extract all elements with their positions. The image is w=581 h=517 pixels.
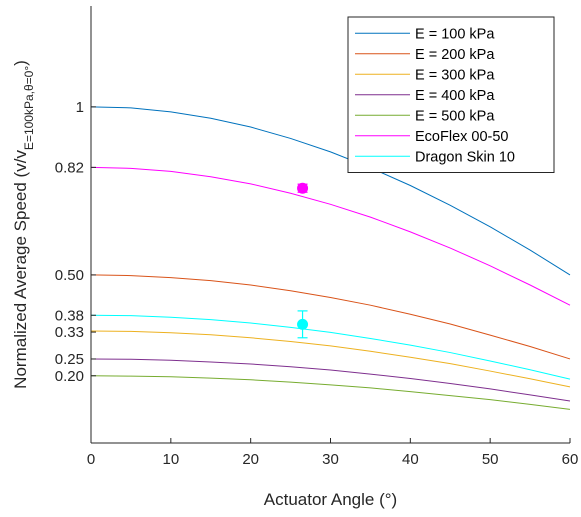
y-tick-label: 0.25 <box>55 351 84 368</box>
legend-item-ecoflex-00-50: EcoFlex 00-50 <box>355 129 509 145</box>
x-tick-label: 0 <box>87 451 95 468</box>
x-tick-label: 30 <box>322 451 339 468</box>
y-axis-label-main: Normalized Average Speed (v/v <box>11 150 30 389</box>
legend: E = 100 kPa E = 200 kPa E = 300 kPa E = 400… <box>347 16 555 173</box>
x-axis-label: Actuator Angle (°) <box>264 490 397 509</box>
legend-item-dragon-skin-10: Dragon Skin 10 <box>355 149 515 165</box>
data-point-marker <box>297 182 309 194</box>
legend-label: E = 200 kPa <box>415 47 495 63</box>
data-points-layer <box>297 182 309 339</box>
series-line-dragon-skin-10 <box>90 314 571 380</box>
x-tick-label: 10 <box>162 451 179 468</box>
legend-label: E = 100 kPa <box>415 26 495 42</box>
legend-items: E = 100 kPa E = 200 kPa E = 300 kPa E = 400… <box>355 26 515 165</box>
series-layer <box>90 106 571 410</box>
series-line-ecoflex-00-50 <box>90 166 571 306</box>
data-point-marker <box>297 318 309 330</box>
legend-label: E = 300 kPa <box>415 67 495 83</box>
x-tick-label: 40 <box>402 451 419 468</box>
y-tick-label: 0.82 <box>55 159 84 176</box>
legend-item-e-500-kpa: E = 500 kPa <box>355 108 495 124</box>
legend-label: EcoFlex 00-50 <box>415 129 509 145</box>
series-line-e-200-kpa <box>90 274 571 360</box>
x-tick-label: 60 <box>562 451 579 468</box>
data-point-ecoflex-00-50 <box>297 182 309 194</box>
y-tick-label: 0.38 <box>55 307 84 324</box>
legend-item-e-200-kpa: E = 200 kPa <box>355 47 495 63</box>
legend-label: Dragon Skin 10 <box>415 149 515 165</box>
x-tick-label: 50 <box>482 451 499 468</box>
legend-item-e-400-kpa: E = 400 kPa <box>355 88 495 104</box>
x-ticks: 0 10 20 30 40 50 60 <box>87 438 579 468</box>
data-point-dragon-skin-10 <box>297 310 309 339</box>
legend-item-e-100-kpa: E = 100 kPa <box>355 26 495 42</box>
legend-item-e-300-kpa: E = 300 kPa <box>355 67 495 83</box>
y-tick-label: 0.20 <box>55 368 84 385</box>
y-ticks: 0.200.25 0.330.38 0.50 0.82 1 <box>55 99 96 385</box>
legend-label: E = 500 kPa <box>415 108 495 124</box>
series-line-e-100-kpa <box>90 106 571 276</box>
x-tick-label: 20 <box>242 451 259 468</box>
series-line-e-300-kpa <box>90 330 571 388</box>
y-tick-label: 1 <box>76 99 84 116</box>
y-axis-label: Normalized Average Speed (v/vE=100kPa,θ=… <box>11 60 36 389</box>
series-line-e-500-kpa <box>90 375 571 410</box>
y-tick-label: 0.33 <box>55 324 84 341</box>
y-axis-label-close: ) <box>11 60 30 66</box>
series-line-e-400-kpa <box>90 358 571 402</box>
y-tick-label: 0.50 <box>55 267 84 284</box>
legend-label: E = 400 kPa <box>415 88 495 104</box>
y-axis-label-subscript: E=100kPa,θ=0° <box>22 66 36 150</box>
